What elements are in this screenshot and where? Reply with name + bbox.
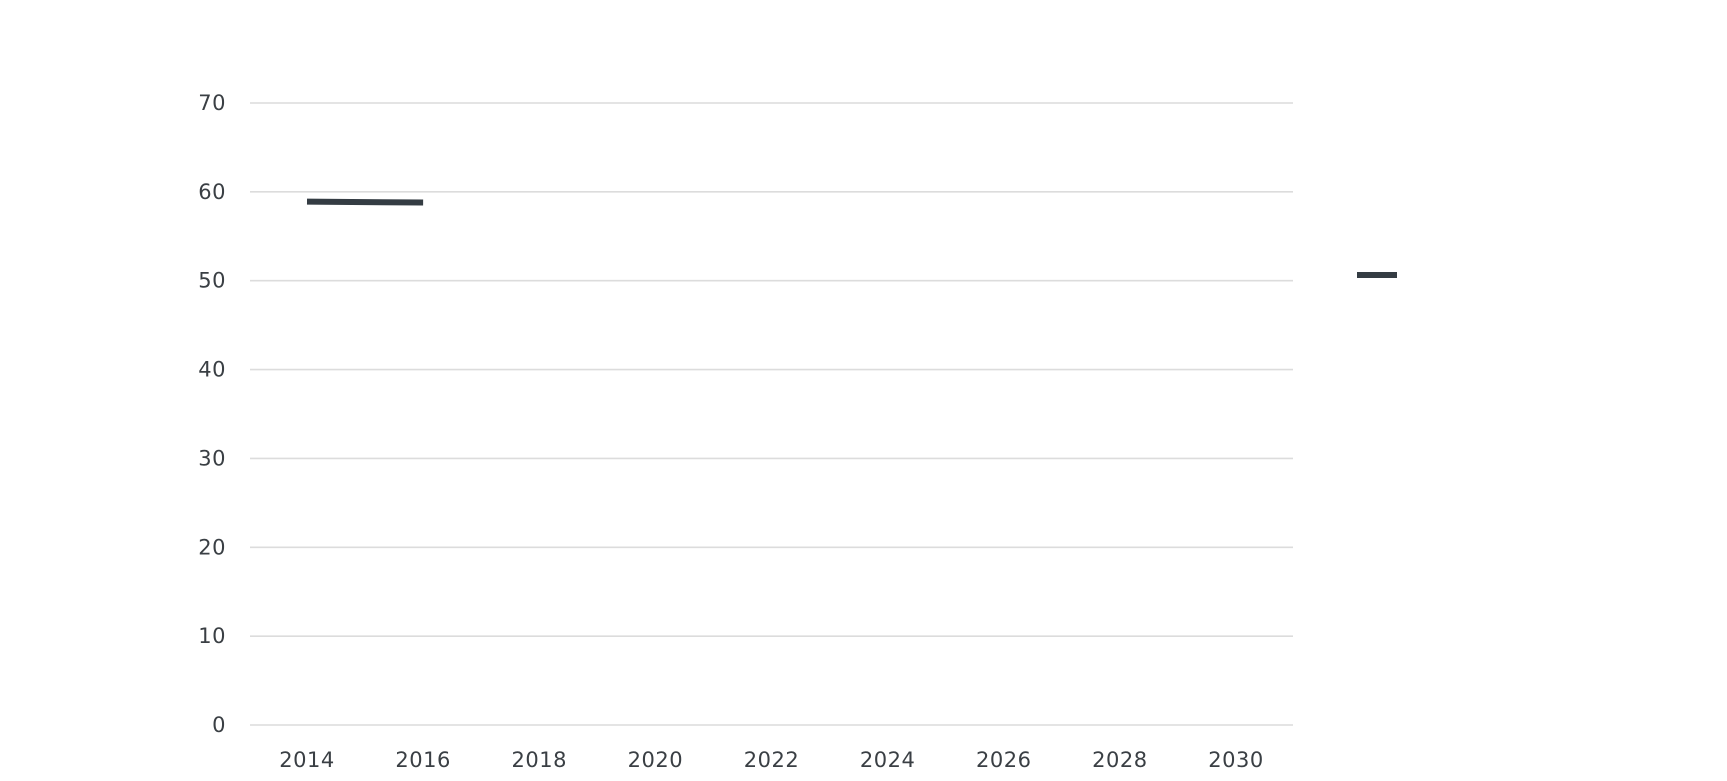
- y-tick-label: 40: [198, 358, 226, 382]
- x-tick-label: 2018: [512, 748, 567, 772]
- x-tick-label: 2028: [1092, 748, 1147, 772]
- y-tick-label: 70: [198, 91, 226, 115]
- x-tick-label: 2022: [744, 748, 799, 772]
- y-tick-label: 20: [198, 535, 226, 559]
- y-tick-label: 30: [198, 446, 226, 470]
- x-tick-label: 2030: [1208, 748, 1263, 772]
- y-tick-label: 50: [198, 269, 226, 293]
- y-axis: 0 10 20 30 40 50 60 70: [198, 91, 226, 737]
- series-line-0: [306, 198, 424, 206]
- x-tick-label: 2014: [279, 748, 334, 772]
- y-tick-label: 10: [198, 624, 226, 648]
- y-tick-label: 60: [198, 180, 226, 204]
- x-tick-label: 2020: [628, 748, 683, 772]
- x-tick-label: 2016: [395, 748, 450, 772]
- x-tick-label: 2024: [860, 748, 915, 772]
- x-tick-label: 2026: [976, 748, 1031, 772]
- plot-area: [306, 198, 424, 206]
- gridlines: [250, 102, 1293, 726]
- y-tick-label: 0: [212, 713, 226, 737]
- x-axis: 2014 2016 2018 2020 2022 2024 2026 2028 2030: [279, 748, 1263, 772]
